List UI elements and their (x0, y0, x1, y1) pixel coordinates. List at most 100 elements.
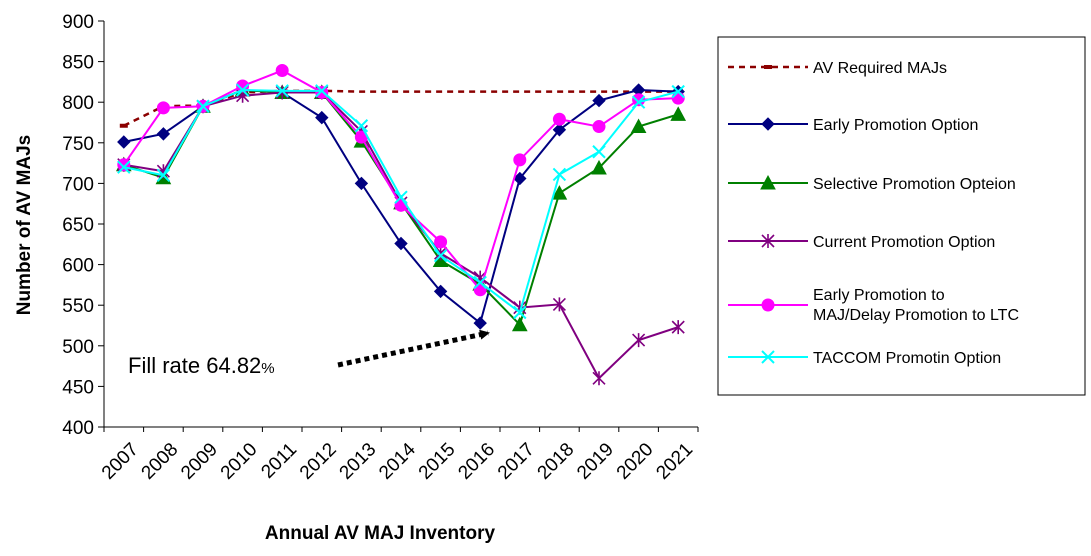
x-tick-label: 2017 (494, 439, 539, 484)
data-point (117, 135, 131, 149)
data-point (592, 120, 606, 134)
y-tick-label: 550 (62, 296, 94, 317)
annotation-text: Fill rate 64.82 (128, 353, 261, 378)
data-point (354, 176, 369, 191)
legend-label: Early Promotion to MAJ/Delay Promotion to… (813, 287, 1019, 324)
legend: AV Required MAJs Early Promotion Option Se… (717, 36, 1086, 396)
annotation-percent: % (261, 360, 274, 377)
data-point (117, 160, 131, 174)
data-point (235, 83, 250, 97)
y-tick-label: 400 (62, 418, 94, 439)
data-point (591, 159, 607, 175)
annotation-arrow (337, 329, 490, 368)
y-tick-label: 650 (62, 215, 94, 236)
y-tick-label: 600 (62, 256, 94, 277)
data-point (156, 168, 171, 182)
data-point (671, 91, 685, 105)
legend-swatch-marker (760, 174, 776, 190)
series-0 (119, 89, 679, 128)
legend-item: Current Promotion Option (728, 234, 995, 251)
data-point (315, 110, 329, 125)
y-tick-label: 750 (62, 134, 94, 155)
data-point (156, 101, 170, 115)
data-point (632, 333, 646, 348)
x-tick-label: 2019 (573, 439, 618, 484)
legend-box (717, 36, 1086, 396)
x-tick-label: 2020 (613, 439, 658, 484)
x-tick-label: 2012 (296, 439, 341, 484)
data-point (275, 64, 289, 78)
y-axis-title: Number of AV MAJs (14, 135, 35, 316)
data-point (671, 84, 685, 99)
x-tick-label: 2008 (138, 439, 183, 484)
legend-swatch-marker (761, 350, 775, 364)
data-point (473, 316, 487, 330)
data-point (671, 320, 685, 335)
y-tick-label: 500 (62, 337, 94, 358)
y-tick-label: 450 (62, 377, 94, 398)
legend-label: Current Promotion Option (813, 234, 995, 251)
series-line (123, 91, 679, 380)
data-point (315, 85, 329, 99)
data-point (552, 112, 566, 126)
x-tick-label: 2018 (534, 439, 579, 484)
x-tick-label: 2009 (177, 439, 222, 484)
data-point (473, 275, 487, 290)
legend-item: Early Promotion Option (728, 117, 978, 134)
data-point (156, 127, 171, 141)
x-tick-label: 2011 (257, 439, 301, 483)
y-tick-labels: 400 450 500 550 600 650 700 750 800 850 900 (62, 12, 94, 439)
legend-swatch-marker (764, 65, 772, 69)
x-tick-labels: 2007200820092010201120122013201420152016… (98, 439, 697, 484)
y-tick-label: 850 (62, 53, 94, 74)
x-axis-title: Annual AV MAJ Inventory (265, 523, 496, 544)
x-tick-label: 2021 (652, 439, 697, 484)
data-point (551, 185, 568, 200)
data-point (433, 284, 448, 299)
data-point (354, 119, 369, 133)
data-point (275, 84, 289, 98)
data-point (552, 167, 567, 182)
data-point (632, 93, 646, 107)
series-5 (117, 83, 685, 320)
data-point (552, 123, 567, 137)
legend-label: Early Promotion Option (813, 117, 978, 134)
x-tick-label: 2010 (217, 439, 262, 484)
legend-swatch-marker (761, 234, 775, 248)
data-point (119, 123, 128, 128)
legend-item: Early Promotion to MAJ/Delay Promotion to… (728, 287, 1019, 324)
data-point (513, 171, 527, 186)
data-point (670, 106, 687, 121)
x-tick-label: 2014 (375, 439, 420, 484)
axes (98, 20, 699, 432)
svg-text:Fill rate 64.82%: Fill rate 64.82% (128, 353, 275, 378)
x-tick-label: 2016 (454, 439, 499, 484)
legend-label: TACCOM Promotin Option (813, 350, 1001, 367)
legend-item: Selective Promotion Opteion (728, 174, 1016, 193)
data-point (630, 118, 647, 134)
data-point (394, 190, 408, 204)
data-point (592, 371, 606, 386)
x-tick-label: 2013 (336, 439, 381, 484)
legend-label: AV Required MAJs (813, 60, 947, 77)
series-group (115, 64, 687, 386)
legend-item: AV Required MAJs (728, 60, 947, 77)
data-point (434, 235, 448, 249)
data-point (433, 248, 448, 263)
data-point (552, 297, 566, 312)
data-point (592, 145, 606, 159)
y-tick-label: 900 (62, 12, 94, 33)
legend-label: Selective Promotion Opteion (813, 176, 1016, 193)
data-point (592, 93, 606, 108)
data-point (315, 84, 329, 98)
x-tick-label: 2015 (415, 439, 460, 484)
legend-swatch-marker (761, 117, 775, 131)
data-point (511, 316, 528, 332)
y-tick-label: 800 (62, 93, 94, 114)
annotation: Fill rate 64.82% (128, 329, 490, 378)
data-point (513, 153, 527, 167)
data-point (394, 236, 408, 251)
data-point (275, 85, 289, 100)
legend-item: TACCOM Promotin Option (728, 350, 1001, 367)
